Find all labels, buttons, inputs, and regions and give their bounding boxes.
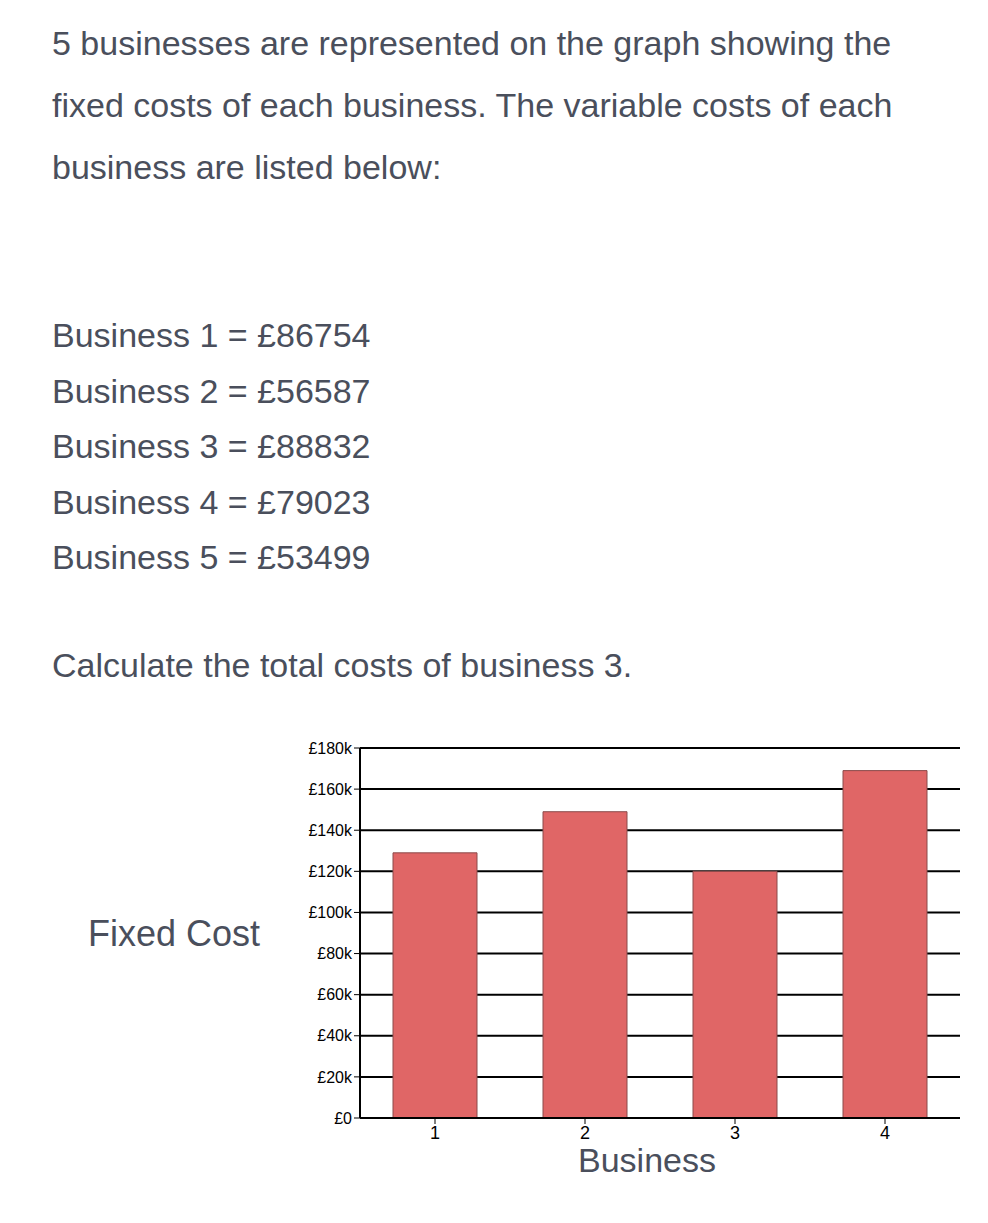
svg-text:£120k: £120k: [308, 863, 353, 880]
svg-text:2: 2: [580, 1123, 590, 1143]
html-text:Business 5 = £53499: Business 5 = £53499: [52, 538, 371, 576]
svg-text:1: 1: [430, 1123, 440, 1143]
svg-text:£100k: £100k: [308, 904, 353, 921]
html-text:Business 1 = £86754: Business 1 = £86754: [52, 316, 371, 354]
svg-text:£180k: £180k: [308, 740, 353, 757]
html-text:Business 4 = £79023: Business 4 = £79023: [52, 482, 371, 521]
svg-text:£60k: £60k: [317, 986, 353, 1003]
svg-text:£0: £0: [334, 1110, 352, 1127]
svg-text:£80k: £80k: [317, 945, 353, 962]
html-text:Business: Business: [578, 1141, 716, 1179]
html-text:Business 2 = £56587: Business 2 = £56587: [52, 371, 371, 410]
svg-text:£140k: £140k: [308, 822, 353, 839]
svg-text:£160k: £160k: [308, 781, 353, 798]
html-text:5 businesses are represented o: 5 businesses are represented on the grap…: [52, 24, 893, 186]
html-text:Fixed Cost: Fixed Cost: [88, 913, 261, 954]
html-text:Business 3 = £88832: Business 3 = £88832: [52, 427, 371, 465]
svg-text:4: 4: [880, 1123, 890, 1143]
svg-text:£40k: £40k: [317, 1027, 353, 1044]
svg-text:3: 3: [730, 1123, 740, 1143]
svg-text:£20k: £20k: [317, 1069, 353, 1086]
html-text:Calculate the total costs of b: Calculate the total costs of business 3.: [52, 646, 633, 684]
